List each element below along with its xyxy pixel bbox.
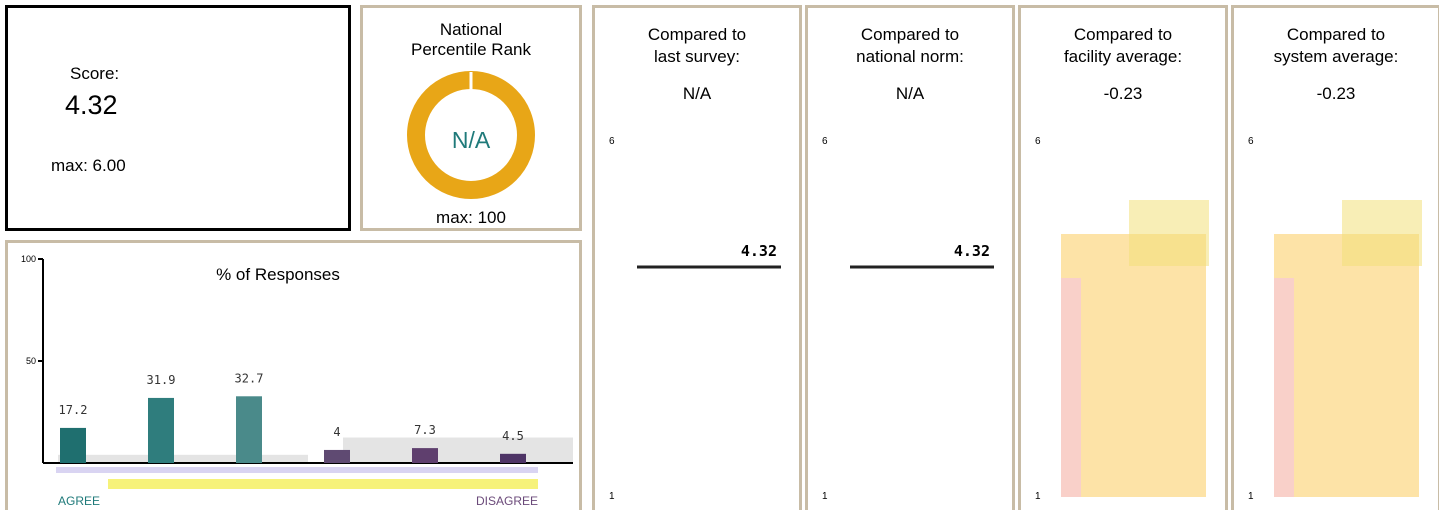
percentile-panel: National Percentile Rank N/A max: 100 [360, 5, 582, 231]
comparison-range-fill [1274, 234, 1419, 497]
disagree-label: DISAGREE [476, 494, 538, 508]
score-marker-label: 4.32 [954, 242, 990, 260]
bar-4 [324, 449, 350, 463]
comparison-value: -0.23 [1103, 84, 1143, 103]
comparison-value: N/A [682, 84, 712, 103]
comparison-title: Compared to facility average: [1021, 24, 1225, 68]
comparison-title-line2: last survey: [654, 47, 740, 66]
comparison-range-fill [1061, 234, 1206, 497]
comparison-scale: 6 1 4.32 [609, 136, 781, 502]
comparison-title-line2: facility average: [1063, 47, 1183, 66]
agree-label: AGREE [58, 494, 100, 508]
bar-3 [236, 396, 262, 463]
scale-min-label: 1 [1248, 491, 1254, 502]
responses-chart: % of Responses 100 50 17.2 31.9 32.7 4 7.3 4.5… [21, 254, 573, 508]
score-max: max: 6.00 [51, 156, 126, 175]
comparison-scale: 6 1 [1248, 136, 1422, 502]
percentile-max: max: 100 [436, 208, 506, 227]
comparison-value: -0.23 [1316, 84, 1356, 103]
comparison-panel-national-norm: Compared to national norm: N/A 6 1 4.32 [805, 5, 1015, 510]
data-label-3: 32.7 [235, 371, 264, 385]
data-label-6: 4.5 [502, 429, 524, 443]
comparison-scale: 6 1 4.32 [822, 136, 994, 502]
comparison-panel-system-average: Compared to system average: -0.23 6 1 [1231, 5, 1439, 510]
chart-axes: 100 50 [21, 254, 573, 464]
percentile-title: National Percentile Rank [363, 20, 579, 60]
comparison-title: Compared to national norm: [808, 24, 1012, 68]
comparison-title: Compared to last survey: [595, 24, 799, 68]
bar-2 [148, 397, 174, 463]
data-label-5: 7.3 [414, 423, 436, 437]
score-panel: Score: 4.32 max: 6.00 [5, 5, 351, 231]
scale-min-label: 1 [1035, 491, 1041, 502]
comparison-title-line1: Compared to [1073, 25, 1173, 44]
data-label-1: 17.2 [59, 403, 88, 417]
score-marker-label: 4.32 [741, 242, 777, 260]
chart-background-band [58, 454, 308, 463]
scale-max-label: 6 [1035, 136, 1041, 147]
percentile-ring [407, 71, 535, 199]
score-value: 4.32 [65, 90, 118, 120]
bar-5 [412, 448, 438, 463]
chart-data-labels: 17.2 31.9 32.7 4 7.3 4.5 [59, 371, 524, 443]
comparison-title-line1: Compared to [647, 25, 747, 44]
comparison-value: N/A [895, 84, 925, 103]
comparison-title-line2: national norm: [856, 47, 964, 66]
comparison-title-line2: system average: [1273, 47, 1399, 66]
scale-min-label: 1 [609, 491, 615, 502]
comparison-panel-facility-average: Compared to facility average: -0.23 6 1 [1018, 5, 1228, 510]
chart-bars [60, 396, 526, 463]
comparison-marker-area [1342, 200, 1422, 266]
responses-chart-panel: % of Responses 100 50 17.2 31.9 32.7 4 7.3 4.5… [5, 240, 582, 510]
bar-1 [60, 427, 86, 463]
y-tick-label: 100 [21, 254, 36, 264]
comparison-panel-last-survey: Compared to last survey: N/A 6 1 4.32 [592, 5, 802, 510]
data-label-4: 4 [333, 425, 340, 439]
percentile-title-line1: National [439, 20, 503, 39]
data-label-2: 31.9 [147, 373, 176, 387]
comparison-marker-area [1129, 200, 1209, 266]
bar-6 [500, 453, 526, 463]
comparison-title-line1: Compared to [860, 25, 960, 44]
y-tick-label: 50 [26, 356, 36, 366]
scale-min-label: 1 [822, 491, 828, 502]
scale-max-label: 6 [1248, 136, 1254, 147]
comparison-title-line1: Compared to [1286, 25, 1386, 44]
chart-title: % of Responses [216, 265, 340, 284]
scale-band [56, 467, 538, 473]
scale-max-label: 6 [822, 136, 828, 147]
percentile-value: N/A [451, 127, 491, 153]
comparison-range-edge [1274, 278, 1294, 497]
chart-background-band [343, 437, 573, 463]
comparison-range-edge [1061, 278, 1081, 497]
comparison-title: Compared to system average: [1234, 24, 1438, 68]
scale-band-yellow [108, 479, 538, 489]
score-label: Score: [70, 64, 120, 83]
percentile-title-line2: Percentile Rank [410, 40, 531, 59]
scale-max-label: 6 [609, 136, 615, 147]
comparison-scale: 6 1 [1035, 136, 1209, 502]
